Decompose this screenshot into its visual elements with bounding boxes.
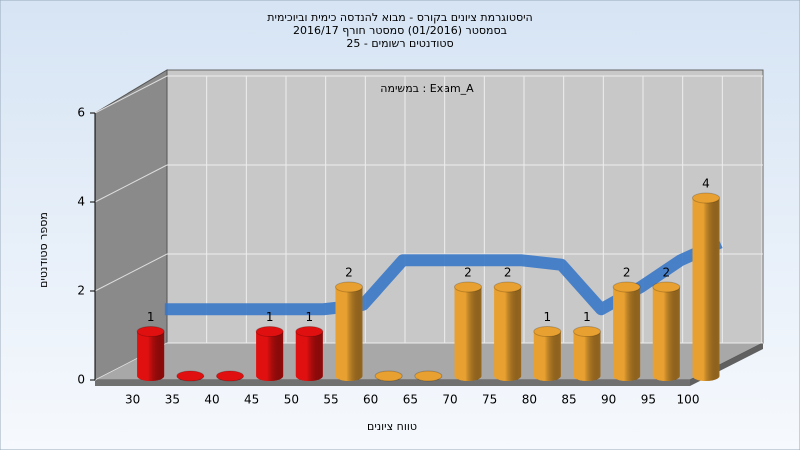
x-tick-label: 55	[323, 393, 338, 407]
bar	[136, 326, 165, 382]
bar-shade	[137, 331, 165, 382]
bar	[533, 326, 562, 382]
annotation: במשימה : Exam_A	[380, 82, 474, 95]
bar-top	[493, 281, 522, 293]
bar-shade	[573, 331, 601, 382]
x-tick-label: 100	[677, 393, 700, 407]
bar	[414, 370, 443, 382]
bar-top	[612, 281, 641, 293]
bar	[573, 326, 601, 382]
bar	[652, 281, 681, 382]
bar-top	[216, 370, 244, 382]
x-tick-label: 50	[284, 393, 299, 407]
bar-top	[176, 370, 205, 382]
value-label: 2	[623, 266, 631, 280]
y-axis-label: מספר סטודנטים	[37, 212, 50, 288]
value-label: 1	[266, 310, 274, 324]
bar	[612, 281, 641, 382]
value-label: 2	[504, 266, 512, 280]
bar-top	[414, 370, 443, 382]
x-tick-label: 75	[482, 393, 497, 407]
x-tick-label: 45	[244, 393, 259, 407]
value-label: 1	[544, 310, 552, 324]
bar-shade	[335, 287, 363, 382]
subtitle: בסמסטר (01/2016) סמסטר חורף 2016/17	[293, 24, 507, 37]
bar-top	[573, 326, 601, 337]
grid-line	[94, 164, 168, 203]
bar-shade	[454, 287, 482, 382]
value-label: 2	[663, 266, 671, 280]
value-label: 1	[306, 310, 314, 324]
bar	[374, 370, 403, 382]
grid-line	[94, 75, 168, 114]
bar	[454, 281, 482, 382]
x-tick-label: 70	[442, 393, 457, 407]
bar-top	[136, 326, 165, 337]
x-tick-label: 40	[204, 393, 219, 407]
bar	[216, 370, 244, 382]
x-tick-label: 65	[403, 393, 418, 407]
y-tick-label: 6	[77, 106, 85, 120]
value-label: 1	[147, 310, 155, 324]
bar-top	[374, 370, 403, 382]
title: היסטוגרמת ציונים בקורס - מבוא להנדסה כימ…	[267, 11, 533, 24]
x-tick-label: 60	[363, 393, 378, 407]
x-tick-label: 35	[165, 393, 180, 407]
bar-shade	[533, 331, 561, 382]
x-tick-label: 30	[125, 393, 140, 407]
value-label: 4	[702, 177, 710, 191]
bar	[692, 192, 720, 382]
x-tick-label: 90	[601, 393, 616, 407]
bar-top	[335, 281, 363, 293]
bar	[493, 281, 522, 381]
floor-edge	[95, 380, 690, 386]
y-tick-label: 2	[77, 284, 85, 298]
bar-top	[454, 281, 482, 293]
value-label: 2	[464, 266, 472, 280]
bar-top	[533, 326, 562, 337]
value-label: 2	[345, 266, 353, 280]
x-axis-label: טווח ציונים	[367, 420, 417, 433]
subtitle: סטודנטים רשומים - 25	[346, 37, 453, 50]
bar	[295, 326, 324, 382]
bar-top	[295, 326, 324, 337]
y-tick-label: 4	[77, 195, 85, 209]
bar-top	[255, 326, 284, 337]
bar-shade	[494, 287, 522, 381]
x-tick-label: 95	[641, 393, 656, 407]
value-label: 1	[583, 310, 591, 324]
bar-shade	[295, 331, 323, 382]
bar	[176, 370, 205, 382]
bar	[255, 326, 284, 382]
bar-shade	[652, 287, 680, 382]
bar-top	[692, 192, 720, 204]
y-tick-label: 0	[77, 373, 85, 387]
bar-top	[652, 281, 681, 293]
bar-shade	[692, 198, 720, 382]
bar-shade	[613, 287, 641, 382]
grid-line	[94, 253, 168, 292]
bar-shade	[256, 331, 284, 382]
x-tick-label: 85	[561, 393, 576, 407]
bar	[335, 281, 363, 382]
x-tick-label: 80	[522, 393, 537, 407]
